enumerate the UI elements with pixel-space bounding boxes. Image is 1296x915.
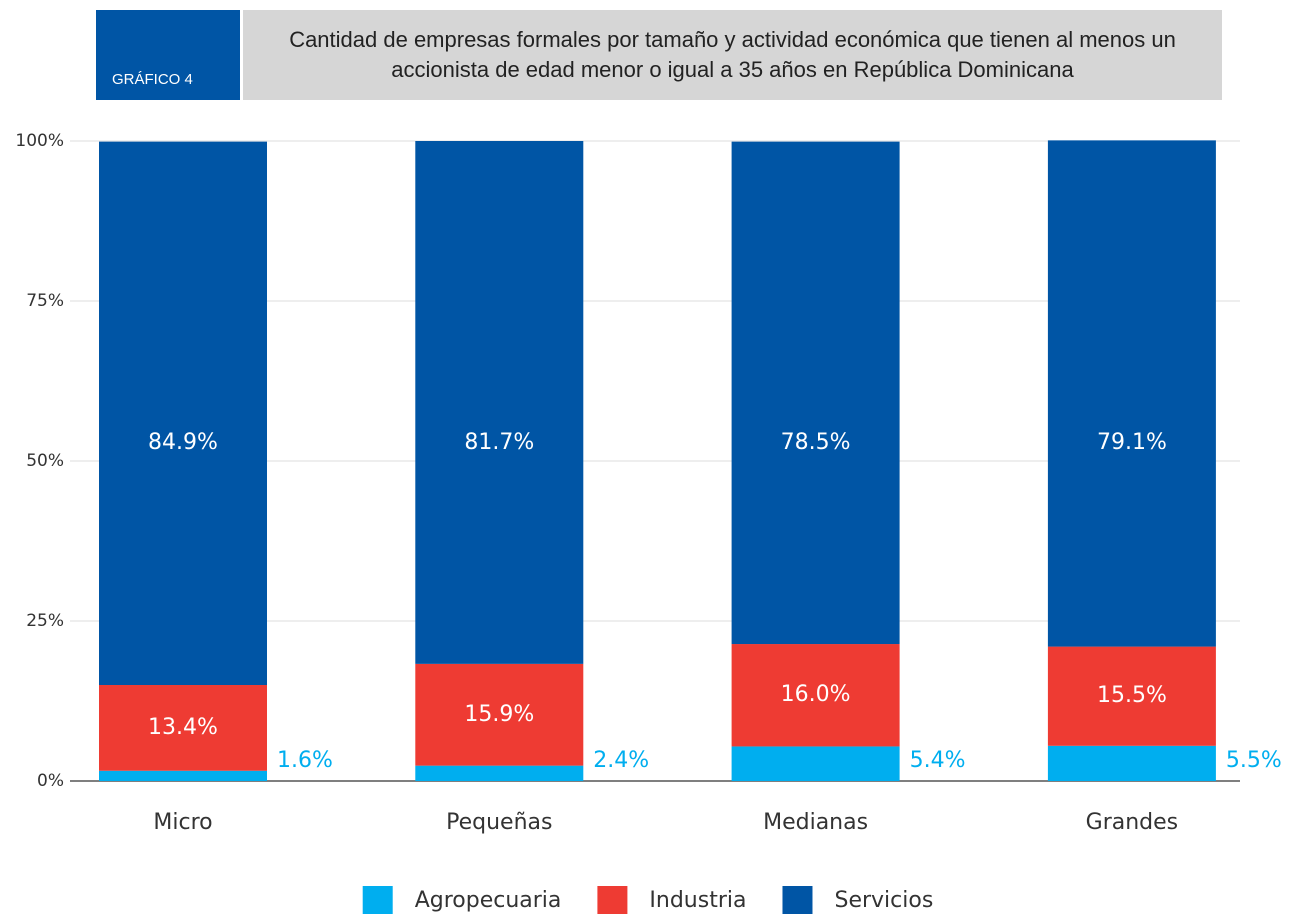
bar-segment xyxy=(415,141,584,664)
x-tick-label: Medianas xyxy=(763,810,868,835)
y-tick-label: 25% xyxy=(26,611,64,631)
bar-segment xyxy=(731,644,900,747)
bar-segment xyxy=(731,746,900,781)
bar-segment xyxy=(415,765,584,781)
legend-swatch xyxy=(597,886,628,914)
y-tick-label: 0% xyxy=(37,771,64,791)
chart-tag: GRÁFICO 4 xyxy=(96,10,240,100)
legend-swatch xyxy=(782,886,813,914)
data-label: 5.5% xyxy=(1226,748,1282,773)
legend-label: Industria xyxy=(649,888,746,913)
data-label: 2.4% xyxy=(593,748,649,773)
legend-label: Agropecuaria xyxy=(415,888,562,913)
data-label: 13.4% xyxy=(148,715,218,740)
bar-segment xyxy=(99,141,267,685)
y-tick-label: 50% xyxy=(26,451,64,471)
data-label: 78.5% xyxy=(781,430,851,455)
data-label: 79.1% xyxy=(1097,430,1167,455)
data-label: 81.7% xyxy=(464,430,534,455)
chart-title: Cantidad de empresas formales por tamaño… xyxy=(243,10,1222,100)
legend-swatch xyxy=(362,886,393,914)
bar-segment xyxy=(1047,745,1216,781)
x-tick-label: Pequeñas xyxy=(446,810,552,835)
bar-segment xyxy=(99,685,267,771)
bar-segment xyxy=(99,770,267,781)
y-tick-label: 75% xyxy=(26,291,64,311)
bar-segment xyxy=(415,663,584,766)
bar-segment xyxy=(1047,140,1216,647)
data-label: 1.6% xyxy=(277,748,333,773)
bar-segment xyxy=(1047,646,1216,746)
data-label: 15.9% xyxy=(464,702,534,727)
legend-label: Servicios xyxy=(834,888,933,913)
bar-segment xyxy=(731,141,900,645)
data-label: 5.4% xyxy=(910,748,966,773)
data-label: 84.9% xyxy=(148,430,218,455)
x-tick-label: Grandes xyxy=(1086,810,1178,835)
data-label: 15.5% xyxy=(1097,683,1167,708)
y-tick-label: 100% xyxy=(15,131,64,151)
x-tick-label: Micro xyxy=(153,810,212,835)
data-label: 16.0% xyxy=(781,682,851,707)
